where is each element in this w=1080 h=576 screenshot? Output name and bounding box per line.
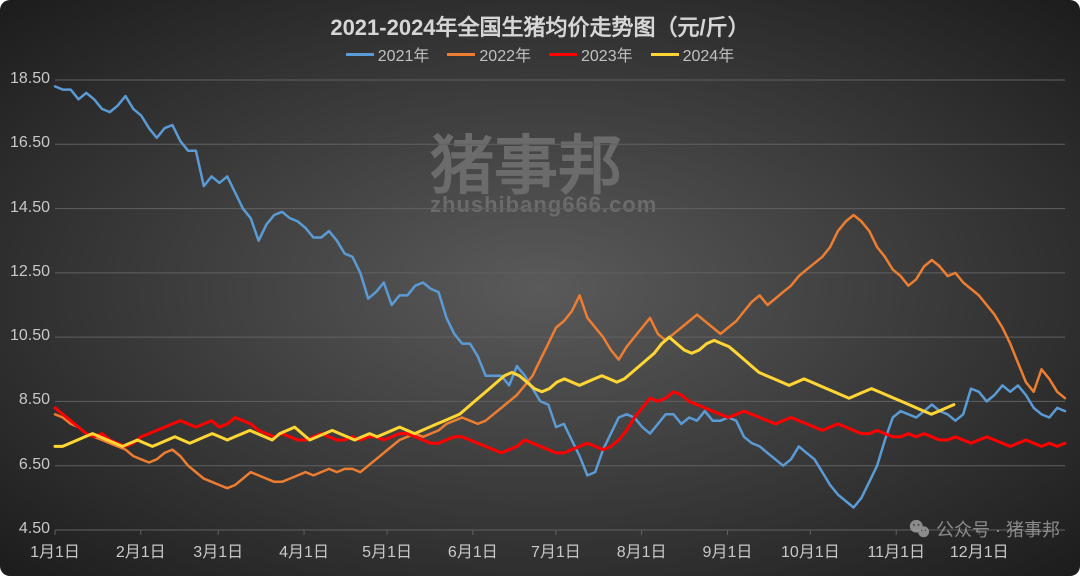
plot-area (0, 0, 1080, 576)
series-line-2022年 (55, 215, 1065, 488)
price-trend-chart: 2021-2024年全国生猪均价走势图（元/斤） 2021年2022年2023年… (0, 0, 1080, 576)
series-line-2021年 (55, 86, 1065, 507)
